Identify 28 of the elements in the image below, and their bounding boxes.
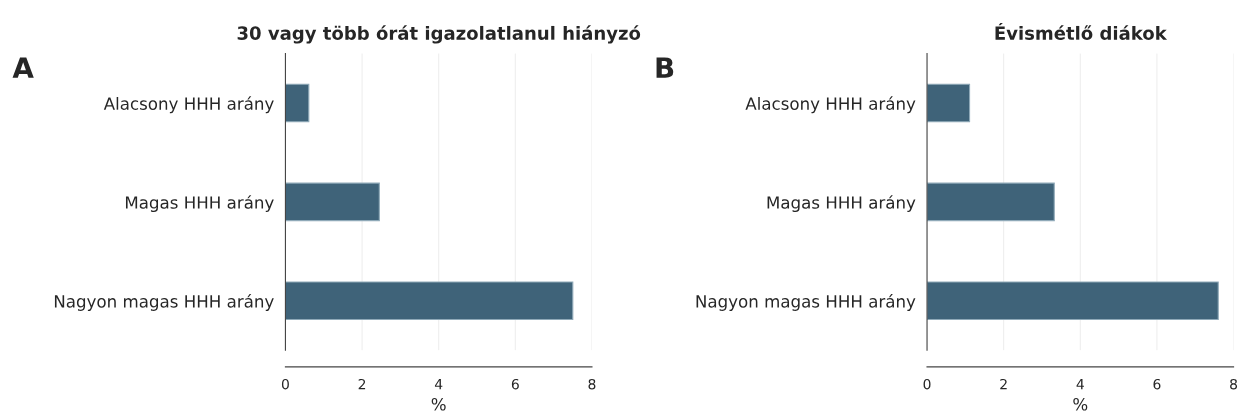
y-tick-label: Nagyon magas HHH arány bbox=[54, 294, 274, 311]
x-axis-title: % bbox=[431, 397, 446, 411]
x-tick-label: 6 bbox=[1153, 378, 1161, 390]
x-tick-label: 4 bbox=[434, 379, 443, 390]
bar bbox=[927, 281, 1219, 321]
y-tick-label: Alacsony HHH arány bbox=[103, 96, 274, 114]
text: B bbox=[656, 57, 674, 78]
bar bbox=[285, 83, 310, 123]
bar bbox=[927, 83, 971, 123]
bar bbox=[927, 182, 1055, 222]
bar bbox=[285, 281, 574, 321]
x-tick-label: 2 bbox=[1000, 378, 1007, 390]
x-tick-label: 6 bbox=[511, 378, 519, 390]
bar bbox=[285, 182, 380, 222]
x-axis-title: % bbox=[1073, 397, 1088, 411]
chart-title: 30 vagy több órát igazolatlanul hiányzó bbox=[237, 25, 641, 44]
x-tick-label: 8 bbox=[588, 378, 596, 390]
x-tick-label: 2 bbox=[358, 378, 366, 390]
text: A bbox=[12, 57, 34, 78]
x-tick-label: 8 bbox=[1230, 378, 1238, 390]
x-tick-label: 0 bbox=[923, 378, 931, 390]
y-tick-label: Nagyon magas HHH arány bbox=[696, 294, 916, 311]
y-tick-label: Magas HHH arány bbox=[125, 195, 274, 213]
y-tick-label: Alacsony HHH arány bbox=[745, 96, 916, 114]
x-tick-label: 0 bbox=[281, 378, 289, 390]
y-tick-label: Magas HHH arány bbox=[767, 195, 916, 213]
chart-title: Évismétlő diákok bbox=[995, 22, 1168, 40]
x-tick-label: 4 bbox=[1076, 379, 1084, 390]
